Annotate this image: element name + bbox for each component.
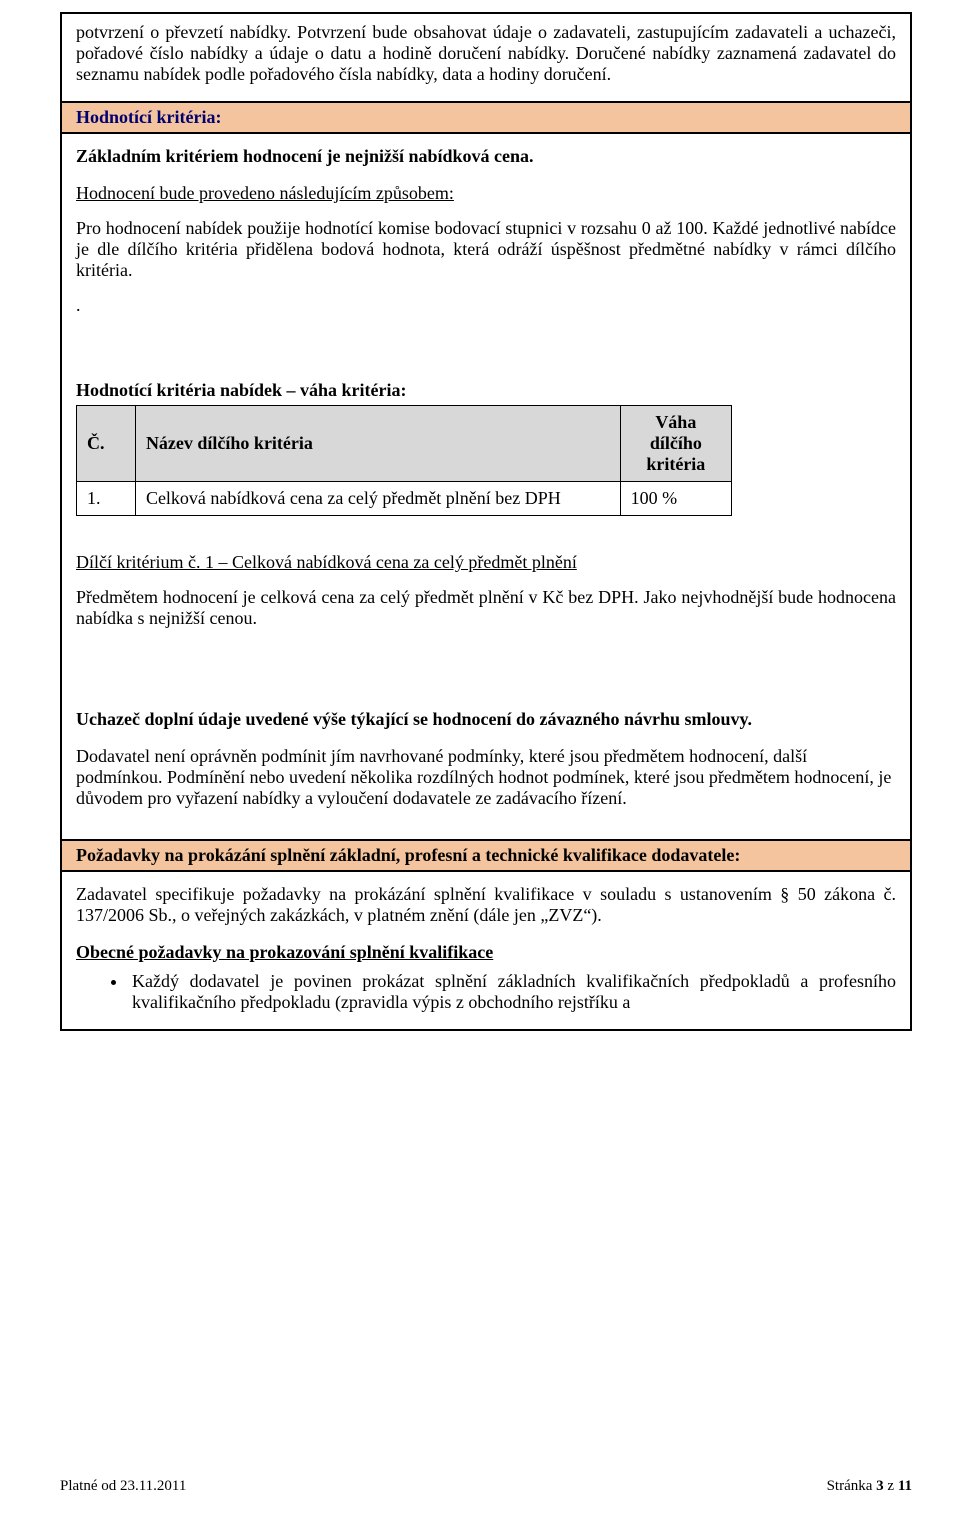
td-name: Celková nabídková cena za celý předmět p… [135, 482, 620, 516]
top-cell: potvrzení o převzetí nabídky. Potvrzení … [61, 13, 911, 101]
criteria-dot: . [76, 295, 896, 316]
criteria-header-cell: Hodnotící kritéria: [61, 101, 911, 134]
th-num: Č. [77, 406, 136, 482]
criteria-line1: Základním kritériem hodnocení je nejnižš… [76, 146, 896, 167]
td-num: 1. [77, 482, 136, 516]
main-document-table: potvrzení o převzetí nabídky. Potvrzení … [60, 12, 912, 1031]
requirements-body-cell: Zadavatel specifikuje požadavky na proká… [61, 872, 911, 1030]
criteria-body-cell: Základním kritériem hodnocení je nejnižš… [61, 134, 911, 839]
bold-instruction: Uchazeč doplní údaje uvedené výše týkají… [76, 709, 896, 730]
page-footer: Platné od 23.11.2011 Stránka 3 z 11 [60, 1478, 912, 1495]
criteria-para2: Předmětem hodnocení je celková cena za c… [76, 587, 896, 629]
criteria-weight-table: Č. Název dílčího kritéria Váha dílčího k… [76, 405, 732, 516]
top-paragraph: potvrzení o převzetí nabídky. Potvrzení … [62, 14, 910, 101]
criteria-line2: Hodnocení bude provedeno následujícím zp… [76, 183, 896, 204]
document-page: potvrzení o převzetí nabídky. Potvrzení … [0, 0, 960, 1519]
footer-right: Stránka 3 z 11 [827, 1478, 912, 1495]
criteria-para3: Dodavatel není oprávněn podmínit jím nav… [76, 746, 896, 809]
list-item: Každý dodavatel je povinen prokázat spln… [128, 971, 896, 1013]
requirements-header: Požadavky na prokázání splnění základní,… [62, 839, 910, 872]
sub-criterion-title: Dílčí kritérium č. 1 – Celková nabídková… [76, 552, 896, 573]
table-row: 1. Celková nabídková cena za celý předmě… [77, 482, 732, 516]
criteria-para1: Pro hodnocení nabídek použije hodnotící … [76, 218, 896, 281]
th-weight: Váha dílčího kritéria [620, 406, 731, 482]
td-weight: 100 % [620, 482, 731, 516]
footer-right-prefix: Stránka [827, 1478, 877, 1494]
page-number: 3 [876, 1478, 884, 1494]
th-name: Název dílčího kritéria [135, 406, 620, 482]
criteria-table-title: Hodnotící kritéria nabídek – váha kritér… [76, 380, 896, 401]
requirements-header-cell: Požadavky na prokázání splnění základní,… [61, 839, 911, 872]
page-total: 11 [898, 1478, 912, 1494]
table-header-row: Č. Název dílčího kritéria Váha dílčího k… [77, 406, 732, 482]
req-bullet-list: Každý dodavatel je povinen prokázat spln… [76, 971, 896, 1013]
footer-right-mid: z [884, 1478, 898, 1494]
criteria-header: Hodnotící kritéria: [62, 101, 910, 134]
footer-left: Platné od 23.11.2011 [60, 1478, 186, 1495]
req-subheader: Obecné požadavky na prokazování splnění … [76, 942, 896, 963]
req-para1: Zadavatel specifikuje požadavky na proká… [76, 884, 896, 926]
